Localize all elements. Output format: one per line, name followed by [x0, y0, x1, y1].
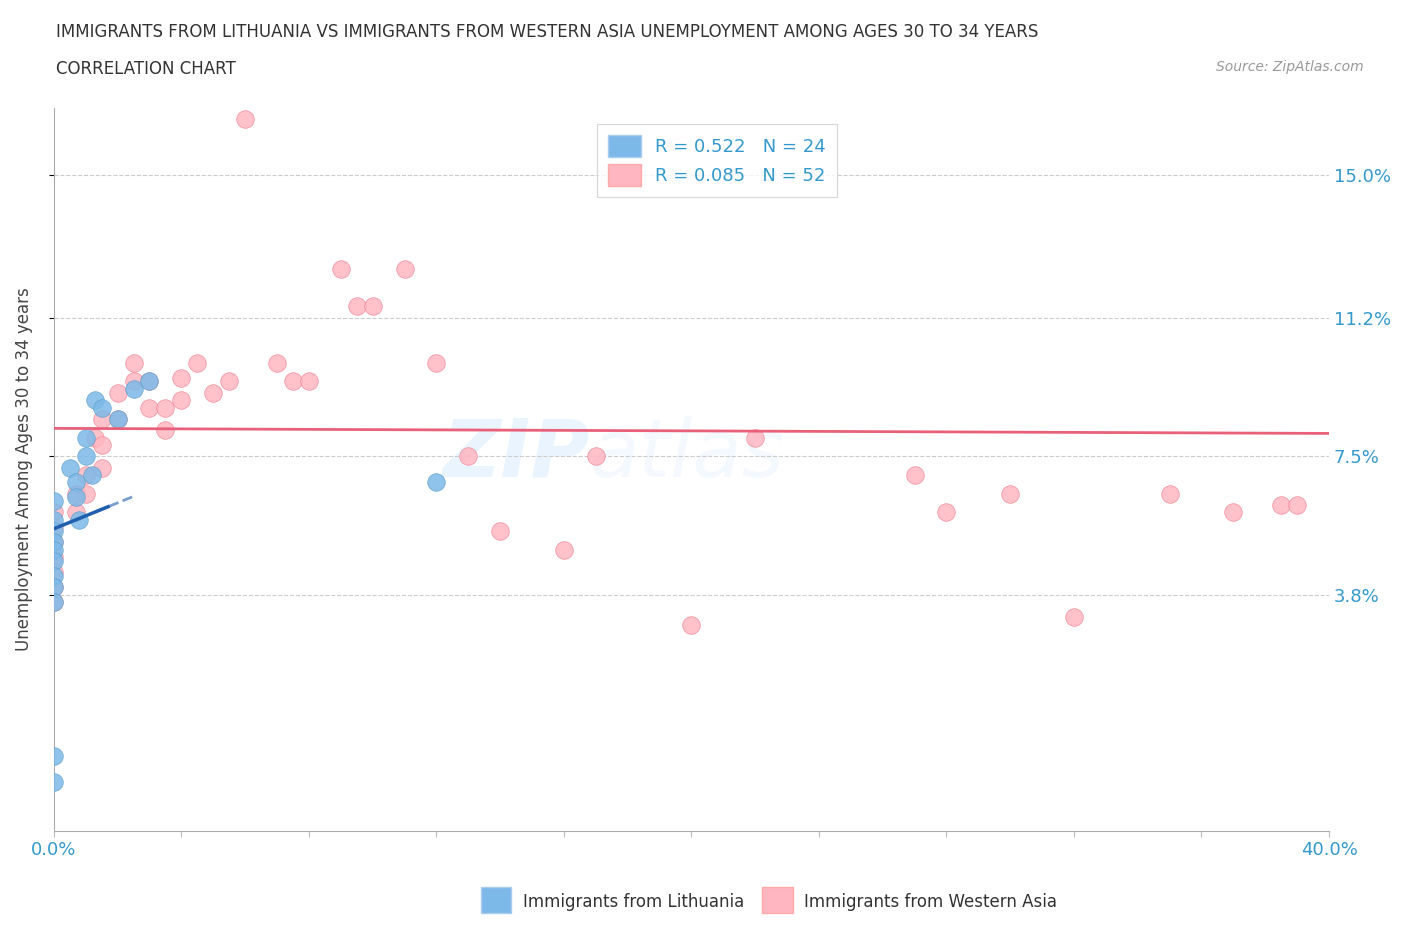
Legend: R = 0.522   N = 24, R = 0.085   N = 52: R = 0.522 N = 24, R = 0.085 N = 52 [598, 125, 837, 197]
Point [42, 580, 65, 595]
Point [281, 374, 304, 389]
Point [186, 355, 208, 370]
Point [489, 524, 512, 538]
Point [107, 385, 129, 400]
Point [170, 392, 193, 407]
Point [42, 775, 65, 790]
Point [65, 490, 87, 505]
Point [42, 568, 65, 583]
Text: atlas: atlas [589, 416, 785, 494]
Point [1159, 486, 1181, 501]
Point [42, 550, 65, 565]
Point [425, 355, 447, 370]
Point [90, 411, 112, 426]
Point [138, 374, 160, 389]
Point [394, 261, 416, 276]
Point [42, 595, 65, 610]
Point [155, 400, 177, 415]
Point [80, 468, 103, 483]
Point [59, 460, 82, 475]
Point [425, 475, 447, 490]
Point [329, 261, 352, 276]
Point [361, 299, 384, 314]
Point [155, 422, 177, 437]
Point [935, 505, 957, 520]
Point [42, 553, 65, 568]
Point [346, 299, 368, 314]
Point [75, 486, 97, 501]
Point [65, 475, 87, 490]
Point [744, 430, 766, 445]
Point [75, 449, 97, 464]
Point [107, 411, 129, 426]
Text: CORRELATION CHART: CORRELATION CHART [56, 60, 236, 78]
Point [138, 400, 160, 415]
Point [170, 370, 193, 385]
Point [681, 618, 703, 632]
Point [90, 438, 112, 453]
Point [457, 449, 479, 464]
Point [75, 468, 97, 483]
Text: Immigrants from Lithuania: Immigrants from Lithuania [523, 893, 744, 911]
Point [42, 520, 65, 535]
Point [903, 468, 925, 483]
Point [107, 411, 129, 426]
Point [553, 542, 575, 557]
Point [65, 505, 87, 520]
Point [42, 749, 65, 764]
Point [42, 595, 65, 610]
Text: Source: ZipAtlas.com: Source: ZipAtlas.com [1216, 60, 1364, 74]
Point [75, 430, 97, 445]
Point [84, 392, 107, 407]
Point [42, 512, 65, 527]
Point [42, 535, 65, 550]
Point [122, 374, 145, 389]
Point [1270, 498, 1292, 512]
Point [67, 512, 90, 527]
Point [42, 494, 65, 509]
Point [42, 505, 65, 520]
Point [202, 385, 225, 400]
Text: ZIP: ZIP [441, 416, 589, 494]
Point [90, 460, 112, 475]
Point [65, 486, 87, 501]
Point [42, 535, 65, 550]
Point [233, 112, 256, 126]
Point [42, 542, 65, 557]
Point [42, 524, 65, 538]
Point [42, 580, 65, 595]
Text: Immigrants from Western Asia: Immigrants from Western Asia [804, 893, 1057, 911]
Point [1000, 486, 1022, 501]
Point [42, 565, 65, 579]
Point [122, 381, 145, 396]
Point [1063, 610, 1085, 625]
Point [585, 449, 607, 464]
Point [122, 355, 145, 370]
Point [90, 400, 112, 415]
Point [1222, 505, 1244, 520]
Point [298, 374, 321, 389]
Point [84, 430, 107, 445]
Point [138, 374, 160, 389]
Text: IMMIGRANTS FROM LITHUANIA VS IMMIGRANTS FROM WESTERN ASIA UNEMPLOYMENT AMONG AGE: IMMIGRANTS FROM LITHUANIA VS IMMIGRANTS … [56, 23, 1039, 41]
Y-axis label: Unemployment Among Ages 30 to 34 years: Unemployment Among Ages 30 to 34 years [15, 287, 32, 651]
Point [266, 355, 288, 370]
Point [218, 374, 240, 389]
Point [1286, 498, 1309, 512]
